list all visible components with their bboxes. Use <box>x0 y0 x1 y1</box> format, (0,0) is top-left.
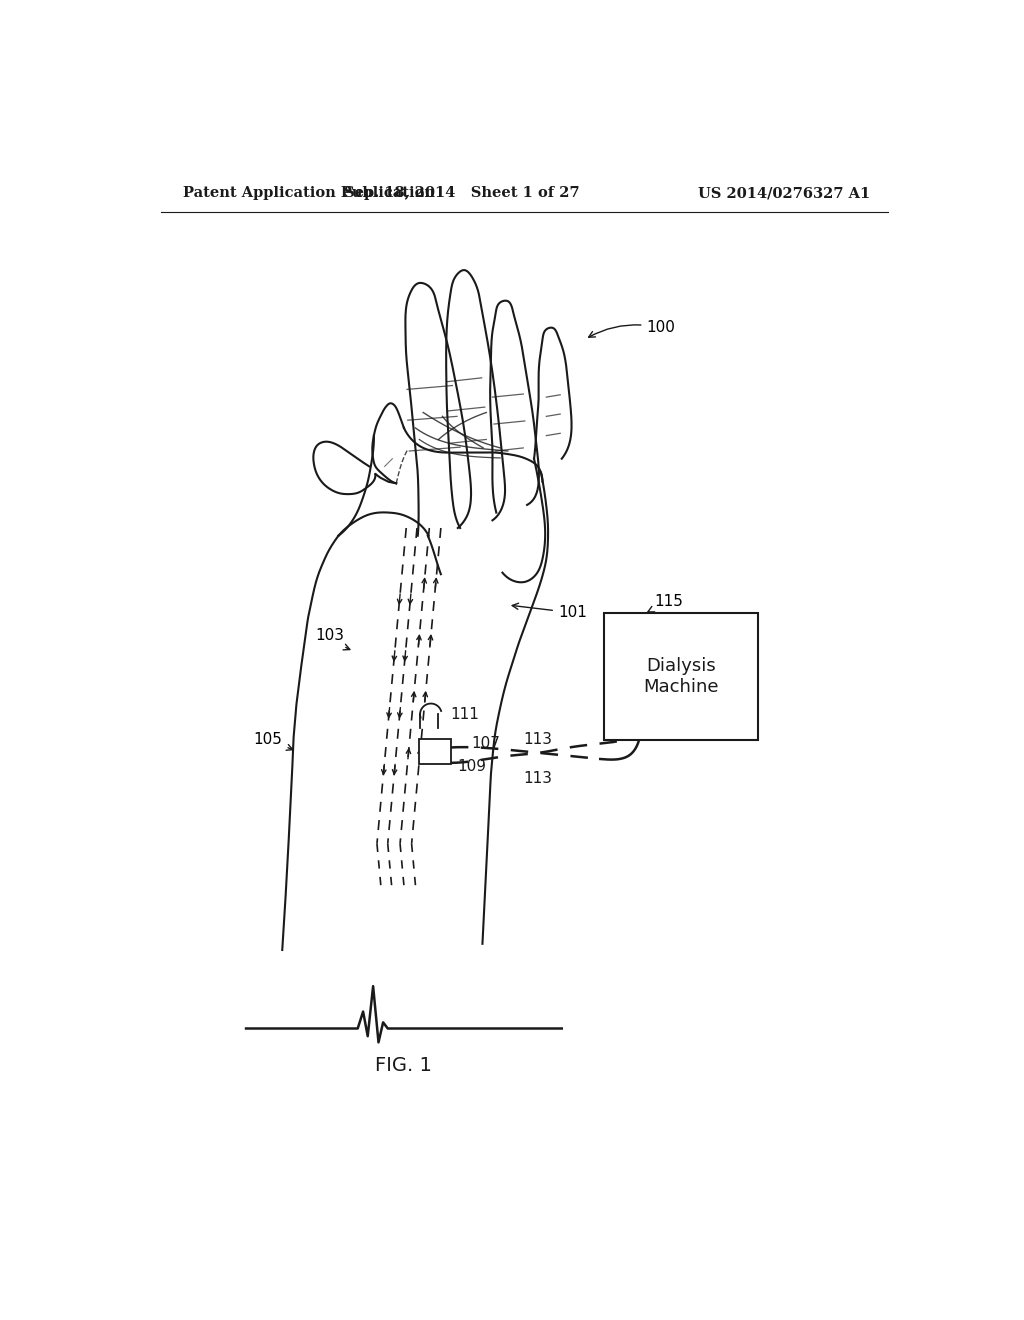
Text: 111: 111 <box>451 706 479 722</box>
Text: 107: 107 <box>471 737 500 751</box>
Bar <box>419 739 451 763</box>
Text: Sep. 18, 2014   Sheet 1 of 27: Sep. 18, 2014 Sheet 1 of 27 <box>344 186 580 201</box>
Text: 109: 109 <box>458 759 486 775</box>
Text: 115: 115 <box>648 594 683 612</box>
Bar <box>604 612 758 739</box>
Text: 101: 101 <box>512 603 587 620</box>
Text: Dialysis
Machine: Dialysis Machine <box>643 657 719 696</box>
Text: 113: 113 <box>523 733 552 747</box>
Text: 105: 105 <box>254 733 293 750</box>
Text: 113: 113 <box>523 771 552 785</box>
Text: 100: 100 <box>589 321 676 337</box>
Text: 103: 103 <box>315 628 350 649</box>
Text: FIG. 1: FIG. 1 <box>376 1056 432 1074</box>
Text: US 2014/0276327 A1: US 2014/0276327 A1 <box>697 186 869 201</box>
Text: Patent Application Publication: Patent Application Publication <box>183 186 435 201</box>
